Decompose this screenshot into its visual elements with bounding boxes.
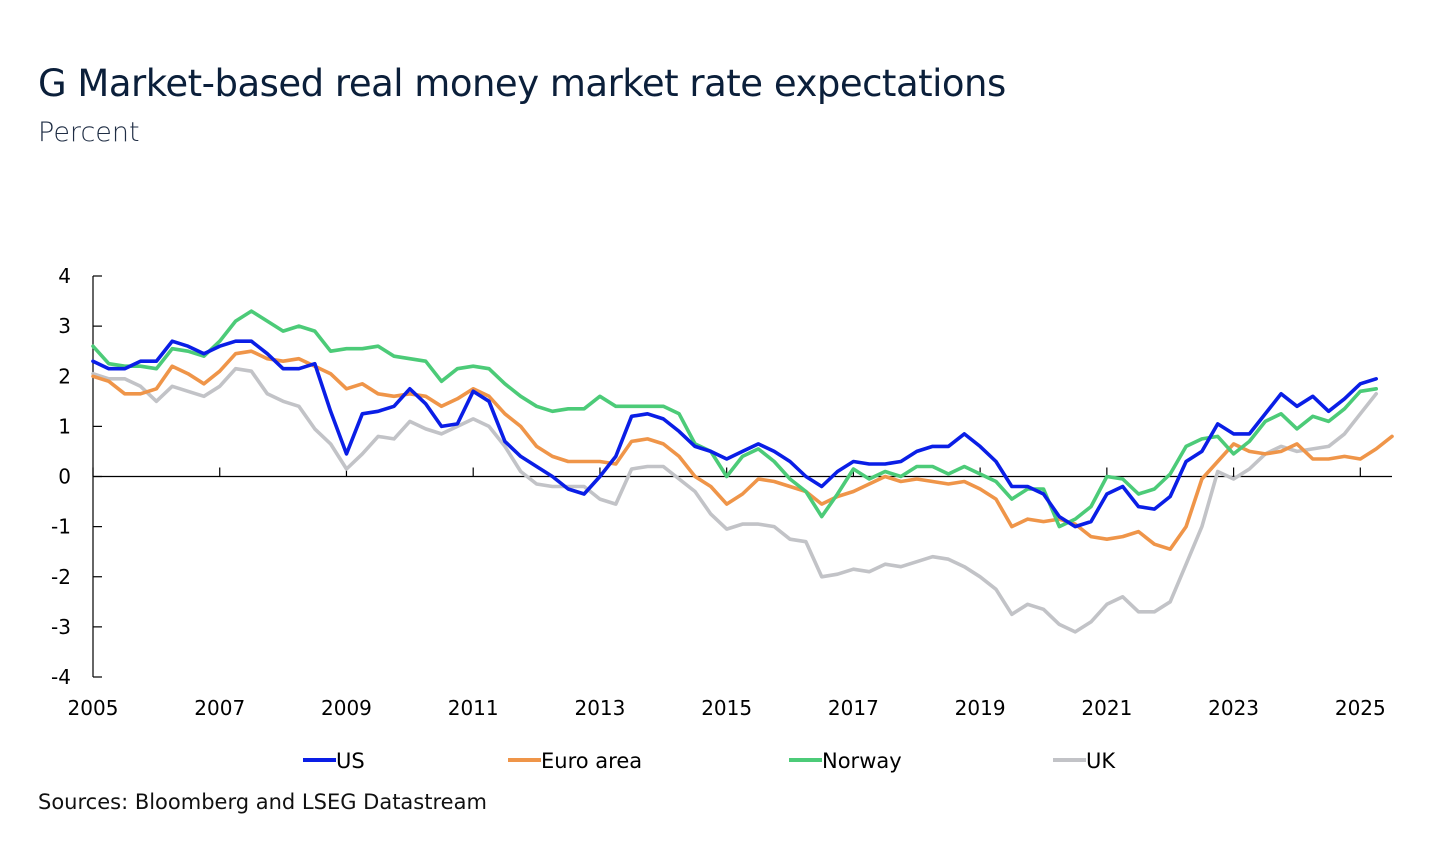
y-tick-label: -3 [51,615,71,639]
x-tick-label: 2023 [1208,696,1259,720]
y-tick-label: -2 [51,565,71,589]
x-tick-label: 2007 [194,696,245,720]
y-tick-label: -4 [51,665,71,689]
x-tick-label: 2021 [1081,696,1132,720]
series-line-uk [91,366,1378,634]
x-tick-label: 2017 [828,696,879,720]
chart-axes: 4 3 2 1 0 -1 -2 -3 -4 2005 2007 2009 2011 2013 2015 201… [51,264,1392,720]
x-tick-label: 2019 [955,696,1006,720]
chart-lines [91,309,1394,634]
source-note: Sources: Bloomberg and LSEG Datastream [38,790,487,814]
x-tick-label: 2005 [68,696,119,720]
y-tick-label: 4 [58,264,71,288]
chart-subtitle: Percent [38,117,140,148]
legend-label-uk: UK [1086,749,1116,773]
legend-label-norway: Norway [822,749,902,773]
x-tick-label: 2025 [1335,696,1386,720]
y-tick-label: -1 [51,515,71,539]
x-tick-label: 2015 [701,696,752,720]
y-tick-label: 1 [58,414,71,438]
y-tick-label: 0 [58,465,71,489]
legend-label-us: US [336,749,365,773]
chart-legend: US Euro area Norway UK [303,749,1116,773]
series-line-norway [91,309,1378,529]
y-tick-label: 3 [58,314,71,338]
y-tick-label: 2 [58,364,71,388]
series-line-us [91,339,1378,529]
legend-label-euro-area: Euro area [541,749,642,773]
x-tick-label: 2013 [574,696,625,720]
x-tick-label: 2009 [321,696,372,720]
x-tick-label: 2011 [448,696,499,720]
chart-title: G Market-based real money market rate ex… [38,62,1006,105]
